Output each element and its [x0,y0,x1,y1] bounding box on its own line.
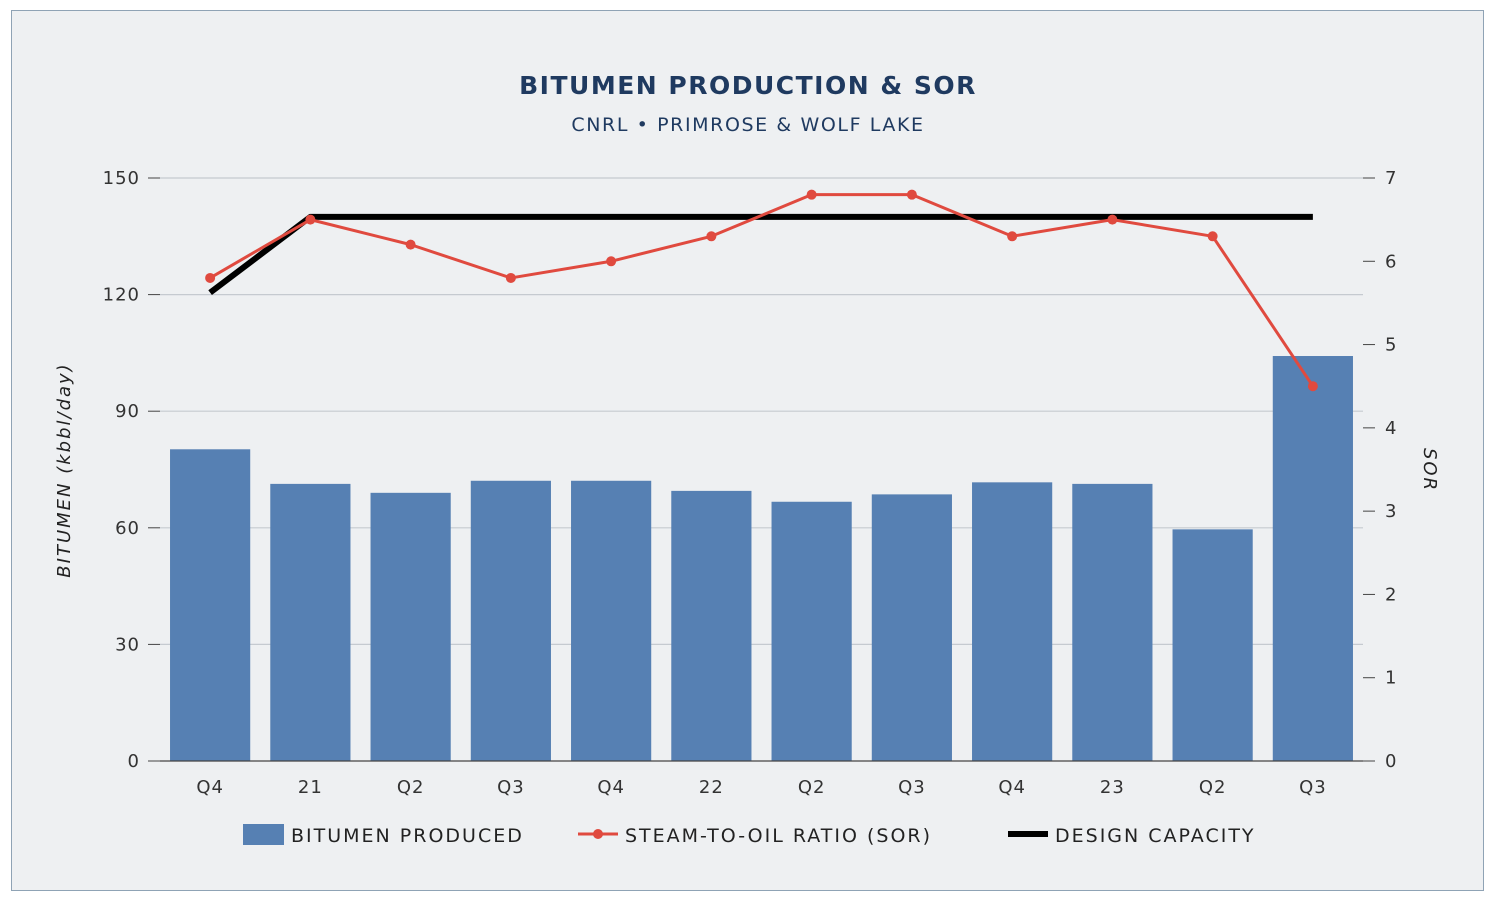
bar-bitumen [771,501,852,761]
bar-bitumen [270,483,351,761]
y2-axis-title: SOR [1419,448,1440,492]
sor-point [205,272,216,283]
x-tick-label: Q2 [1199,777,1227,798]
y-axis-title: BITUMEN (kbbl/day) [54,362,75,577]
y2-tick-label: 5 [1385,335,1397,356]
legend-label-sor: STEAM-TO-OIL RATIO (SOR) [625,825,932,847]
bar-bitumen [972,482,1053,761]
sor-point [1207,231,1218,242]
chart-subtitle: CNRL • PRIMROSE & WOLF LAKE [571,114,924,136]
legend-label-design-capacity: DESIGN CAPACITY [1055,825,1256,847]
x-tick-label: Q4 [597,777,625,798]
y2-tick-label: 6 [1385,251,1397,272]
y2-tick-label: 0 [1385,751,1397,772]
sor-series [205,189,1318,392]
x-tick-label: 22 [699,777,724,798]
y2-tick-label: 1 [1385,668,1397,689]
y-tick-label: 30 [115,634,140,655]
y2-tick-label: 3 [1385,501,1397,522]
y-tick-label: 60 [115,518,140,539]
bar-bitumen [1072,483,1153,761]
sor-point [906,189,917,200]
bar-bitumen [170,449,251,761]
bar-bitumen [671,490,752,761]
y2-tick-label: 7 [1385,168,1397,189]
sor-point [1007,231,1018,242]
y-tick-label: 90 [115,401,140,422]
x-tick-label: 21 [298,777,323,798]
sor-line [209,193,1315,388]
legend: BITUMEN PRODUCED STEAM-TO-OIL RATIO (SOR… [243,824,1256,847]
bar-bitumen [1272,356,1353,761]
x-tick-label: Q4 [998,777,1026,798]
sor-point [505,272,516,283]
x-tick-label: 23 [1100,777,1125,798]
sor-point [1107,214,1118,225]
bar-series [170,356,1353,761]
gridlines [160,177,1363,646]
chart-title: BITUMEN PRODUCTION & SOR [519,71,977,100]
y2-tick-label: 4 [1385,418,1397,439]
legend-label-bitumen: BITUMEN PRODUCED [291,825,524,847]
bar-bitumen [370,492,451,761]
y-tick-label: 120 [103,285,140,306]
x-tick-label: Q3 [497,777,525,798]
y-tick-label: 150 [103,168,140,189]
y2-tick-label: 2 [1385,584,1397,605]
sor-point [706,231,717,242]
sor-point [606,256,617,267]
x-tick-label: Q2 [798,777,826,798]
design-capacity-line [208,213,1313,296]
bar-bitumen [470,480,551,761]
bar-bitumen [1172,529,1253,761]
sor-point [305,214,316,225]
x-tick-label: Q4 [196,777,224,798]
x-tick-label: Q3 [898,777,926,798]
sor-point [405,239,416,250]
design-capacity-series [208,213,1313,296]
legend-swatch-bitumen [243,824,284,845]
bar-bitumen [871,494,952,761]
legend-swatch-sor-marker [593,829,603,839]
sor-point [1307,381,1318,392]
x-tick-label: Q3 [1299,777,1327,798]
sor-point [806,189,817,200]
bar-bitumen [571,480,652,761]
x-tick-label: Q2 [397,777,425,798]
y-tick-label: 0 [128,751,140,772]
